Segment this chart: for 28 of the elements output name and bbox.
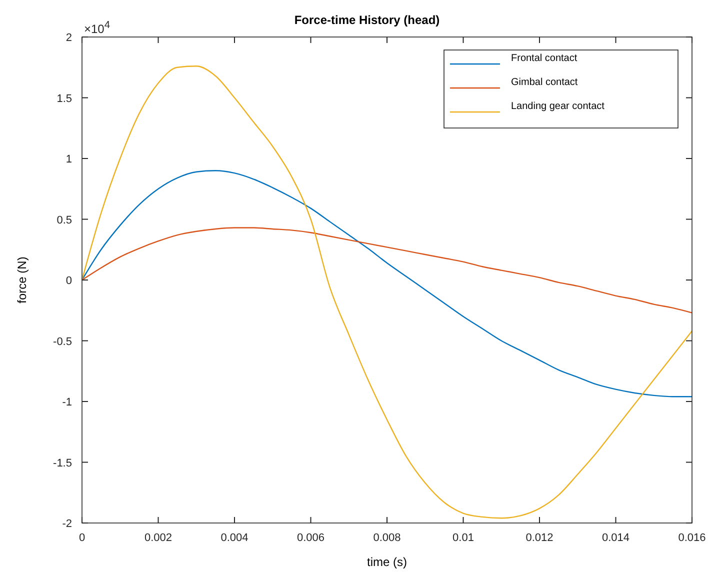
legend-label: Frontal contact — [511, 53, 578, 64]
y-tick-label: -1 — [62, 396, 72, 408]
text: ×10$^{4}$ — [84, 20, 110, 36]
y-tick-label: 0 — [66, 275, 72, 287]
line-series — [81, 170, 693, 398]
x-tick-label: 0.004 — [220, 532, 248, 544]
y-tick-label: -0.5 — [53, 336, 72, 348]
y-tick-label: 2 — [66, 32, 72, 44]
x-tick-label: 0.002 — [144, 532, 172, 544]
x-tick-label: 0.01 — [452, 532, 474, 544]
y-tick-label: -1.5 — [53, 457, 72, 470]
x-axis-title: time (s) — [367, 555, 407, 569]
x-tick-label: 0.012 — [526, 532, 554, 544]
y-tick-label: 1.5 — [56, 92, 72, 105]
y-tick-label: 1 — [66, 154, 72, 166]
line-series — [81, 227, 693, 314]
legend-label: Gimbal contact — [511, 77, 578, 88]
y-tick-label: 0.5 — [56, 214, 72, 226]
x-tick-label: 0.008 — [373, 532, 401, 544]
x-tick-label: 0 — [78, 532, 86, 544]
x-tick-label: 0.006 — [296, 532, 325, 544]
y-tick-label: -2 — [62, 518, 72, 530]
legend-label: Landing gear contact — [511, 101, 605, 112]
line-series — [81, 66, 693, 519]
x-tick-label: 0.014 — [602, 532, 630, 544]
x-tick-label: 0.016 — [678, 532, 706, 544]
y-axis-title: force (N) — [15, 256, 29, 304]
chart-title: Force-time History (head) — [294, 13, 440, 27]
